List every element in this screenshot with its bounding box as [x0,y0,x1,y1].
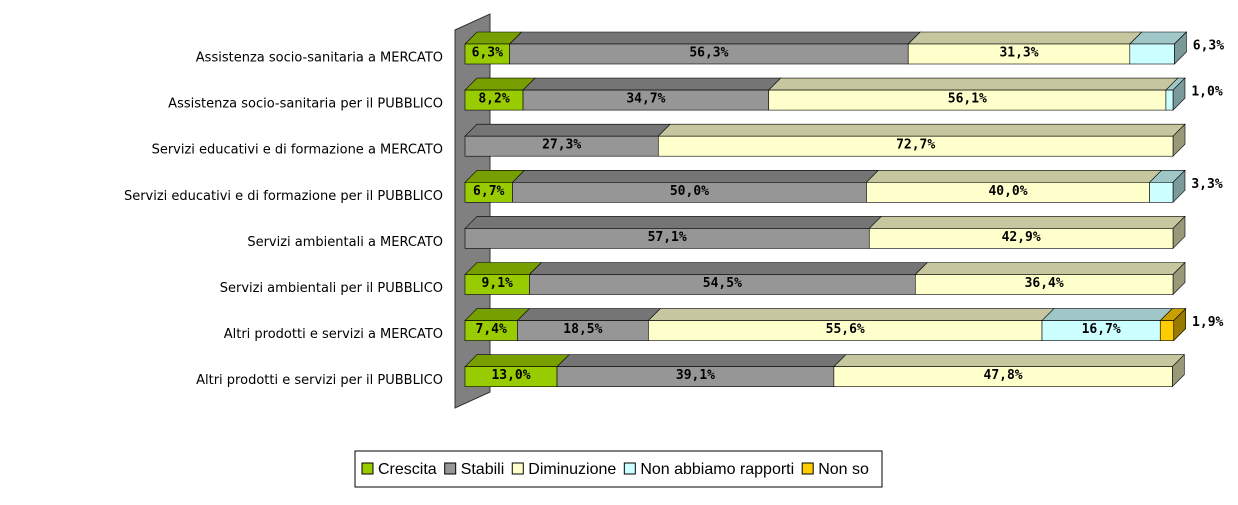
bar-segment [1129,43,1175,65]
value-label: 54,5% [703,276,742,291]
legend-label: Stabili [461,461,505,478]
value-label: 1,9% [1192,315,1223,330]
bar-top [833,354,1186,368]
bar-top [464,354,570,368]
legend-label: Crescita [378,461,437,478]
value-label: 36,4% [1025,276,1064,291]
legend-swatch [444,462,457,475]
back-wall [454,13,491,409]
value-label: 47,8% [984,368,1023,383]
category-label: Servizi ambientali per il PUBBLICO [220,281,443,296]
legend-swatch [801,462,814,475]
bar-segment [1165,89,1174,111]
value-label: 39,1% [676,368,715,383]
value-label: 57,1% [648,230,687,245]
category-label: Altri prodotti e servizi per il PUBBLICO [196,373,443,388]
bar-top [657,123,1186,137]
value-label: 18,5% [563,322,602,337]
bar-segment [657,135,1174,157]
bar-segment [1159,320,1175,341]
legend-label: Non so [818,461,869,478]
bar-segment [914,274,1174,295]
value-label: 13,0% [491,368,530,383]
value-label: 55,6% [826,322,865,337]
legend-label: Diminuzione [528,461,616,478]
category-label: Servizi educativi e di formazione per il… [124,189,443,204]
bar-top [464,262,543,275]
category-label: Assistenza socio-sanitaria a MERCATO [196,51,443,66]
bar-top [768,77,1179,91]
legend-swatch [361,462,374,475]
category-label: Assistenza socio-sanitaria per il PUBBLI… [168,97,443,112]
bar-top [865,170,1163,183]
value-label: 6,7% [473,184,504,199]
value-label: 7,4% [476,322,507,337]
value-label: 9,1% [482,276,513,291]
bar-top [1041,308,1173,321]
value-label: 56,3% [689,46,728,61]
value-label: 16,7% [1082,322,1121,337]
value-label: 8,2% [478,92,509,107]
category-label: Servizi educativi e di formazione a MERC… [152,143,443,158]
value-label: 6,3% [472,46,503,61]
category-label: Altri prodotti e servizi a MERCATO [224,327,443,342]
value-label: 56,1% [948,92,987,107]
bar-top [464,123,672,137]
bar-top [464,216,882,229]
value-label: 1,0% [1191,85,1222,100]
bar-top [868,216,1186,229]
value-label: 42,9% [1002,230,1041,245]
value-label: 27,3% [542,138,581,153]
value-label: 34,7% [626,92,665,107]
bar-top [528,262,929,275]
value-label: 31,3% [999,46,1038,61]
bar-top [508,31,921,45]
value-label: 3,3% [1191,177,1222,192]
bar-top [516,308,662,321]
value-label: 40,0% [988,184,1027,199]
bar-segment [833,366,1173,388]
legend-swatch [623,462,636,475]
bar-top [556,354,847,368]
value-label: 50,0% [670,184,709,199]
bar-segment [868,228,1174,249]
value-label: 72,7% [896,138,935,153]
bar-top [914,262,1186,275]
legend-swatch [511,462,524,475]
bar-top [907,31,1143,45]
value-label: 6,3% [1193,39,1224,54]
bar-top [522,77,782,91]
legend-box [354,450,883,488]
bar-top [511,170,880,183]
category-label: Servizi ambientali a MERCATO [247,235,443,250]
legend-label: Non abbiamo rapporti [640,461,794,478]
bar-top [647,308,1055,321]
bar-segment [1149,182,1174,203]
